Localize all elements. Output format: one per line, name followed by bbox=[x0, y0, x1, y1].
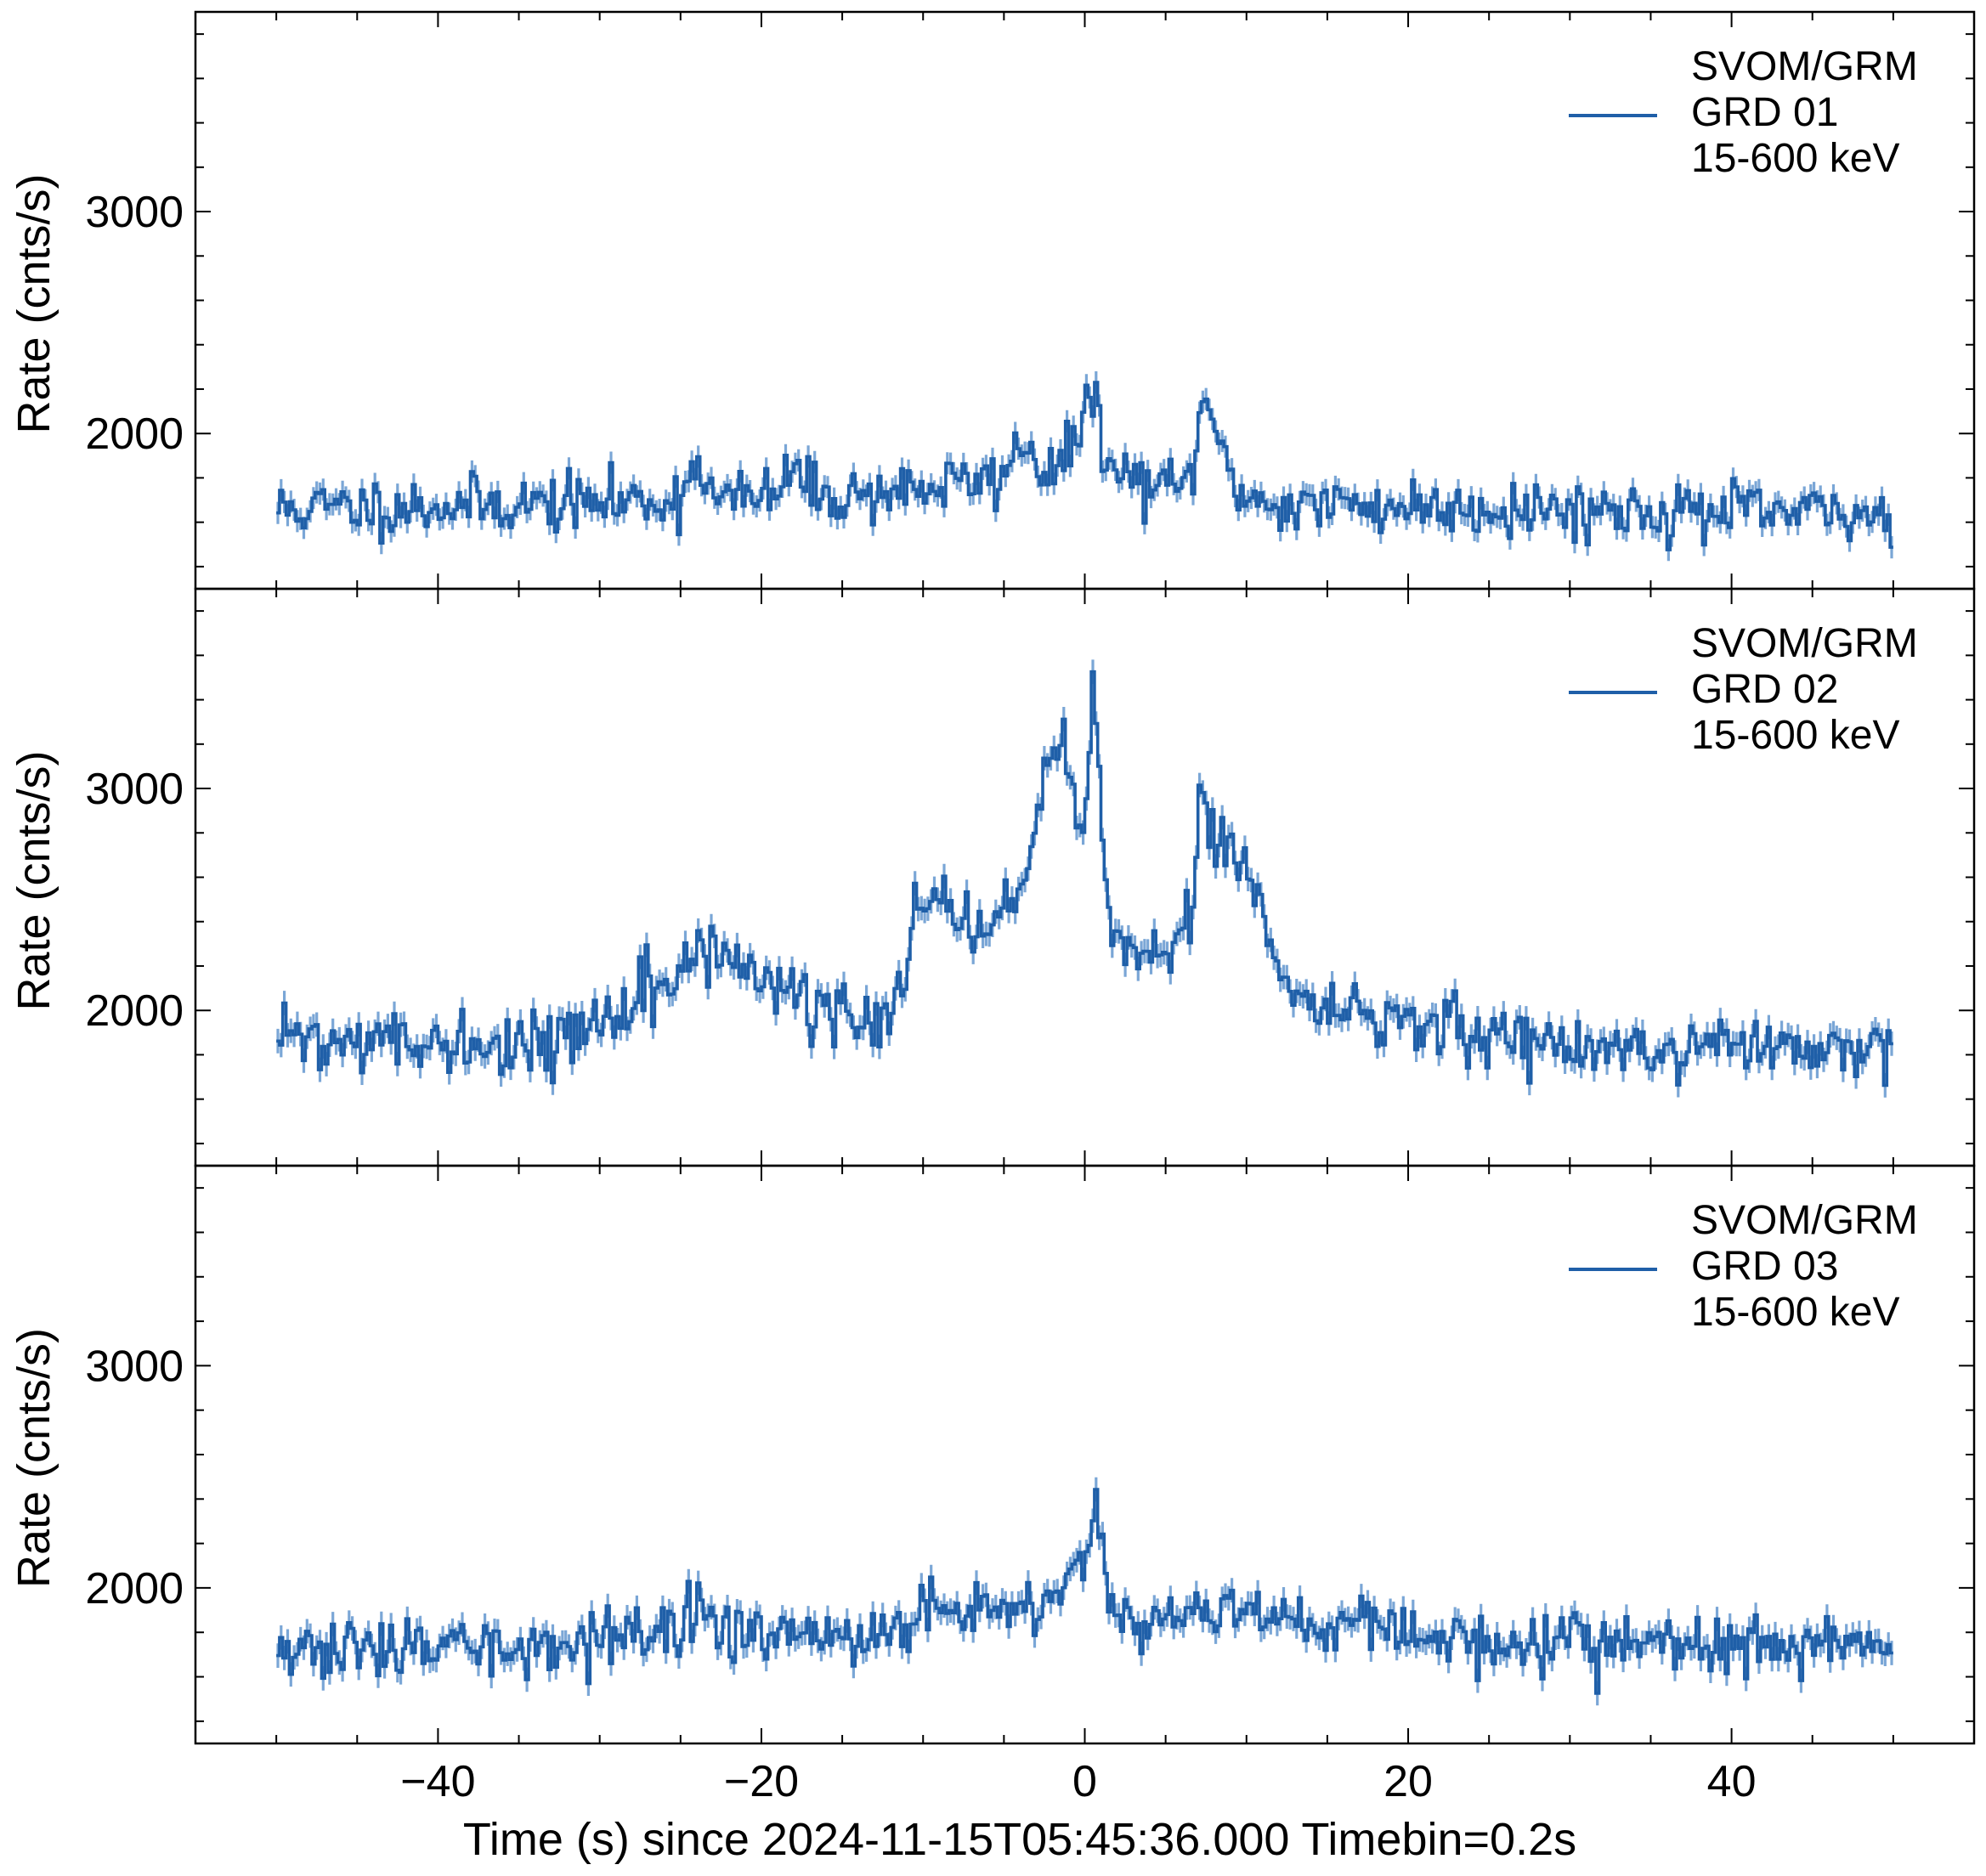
light-curve-grd-3 bbox=[276, 1488, 1893, 1695]
y-tick-label: 3000 bbox=[85, 765, 184, 814]
legend-entry: GRD 03 bbox=[1691, 1244, 1838, 1289]
y-tick-label: 2000 bbox=[85, 1564, 184, 1613]
legend-entry: SVOM/GRM bbox=[1691, 44, 1918, 89]
y-tick-label: 3000 bbox=[85, 1342, 184, 1391]
legend-entry: SVOM/GRM bbox=[1691, 621, 1918, 666]
legend-entry: GRD 01 bbox=[1691, 90, 1838, 135]
x-ticks bbox=[275, 589, 1894, 1166]
y-axis-label: Rate (cnts/s) bbox=[8, 1328, 59, 1588]
x-ticks bbox=[275, 12, 1894, 589]
legend-entry: GRD 02 bbox=[1691, 667, 1838, 712]
legend-entry: 15-600 keV bbox=[1691, 136, 1900, 181]
y-tick-label: 2000 bbox=[85, 986, 184, 1036]
y-ticks bbox=[195, 1187, 1974, 1722]
y-axis-label: Rate (cnts/s) bbox=[8, 173, 59, 433]
x-tick-label: 40 bbox=[1707, 1757, 1757, 1806]
y-axis-label: Rate (cnts/s) bbox=[8, 750, 59, 1010]
x-tick-label: 20 bbox=[1383, 1757, 1433, 1806]
x-ticks bbox=[275, 1166, 1894, 1743]
y-tick-label: 2000 bbox=[85, 410, 184, 459]
legend-entry: SVOM/GRM bbox=[1691, 1198, 1918, 1243]
x-tick-label: 0 bbox=[1072, 1757, 1097, 1806]
y-ticks bbox=[195, 33, 1974, 568]
y-ticks bbox=[195, 610, 1974, 1144]
y-tick-label: 3000 bbox=[85, 188, 184, 237]
x-axis-label: Time (s) since 2024-11-15T05:45:36.000 T… bbox=[463, 1814, 1576, 1865]
error-bars-grd-3 bbox=[276, 1477, 1893, 1706]
x-tick-label: −20 bbox=[724, 1757, 799, 1806]
legend-entry: 15-600 keV bbox=[1691, 713, 1900, 758]
light-curve-grd-1 bbox=[276, 381, 1893, 551]
x-tick-label: −40 bbox=[400, 1757, 475, 1806]
light-curve-grd-2 bbox=[276, 670, 1893, 1088]
legend-entry: 15-600 keV bbox=[1691, 1290, 1900, 1335]
